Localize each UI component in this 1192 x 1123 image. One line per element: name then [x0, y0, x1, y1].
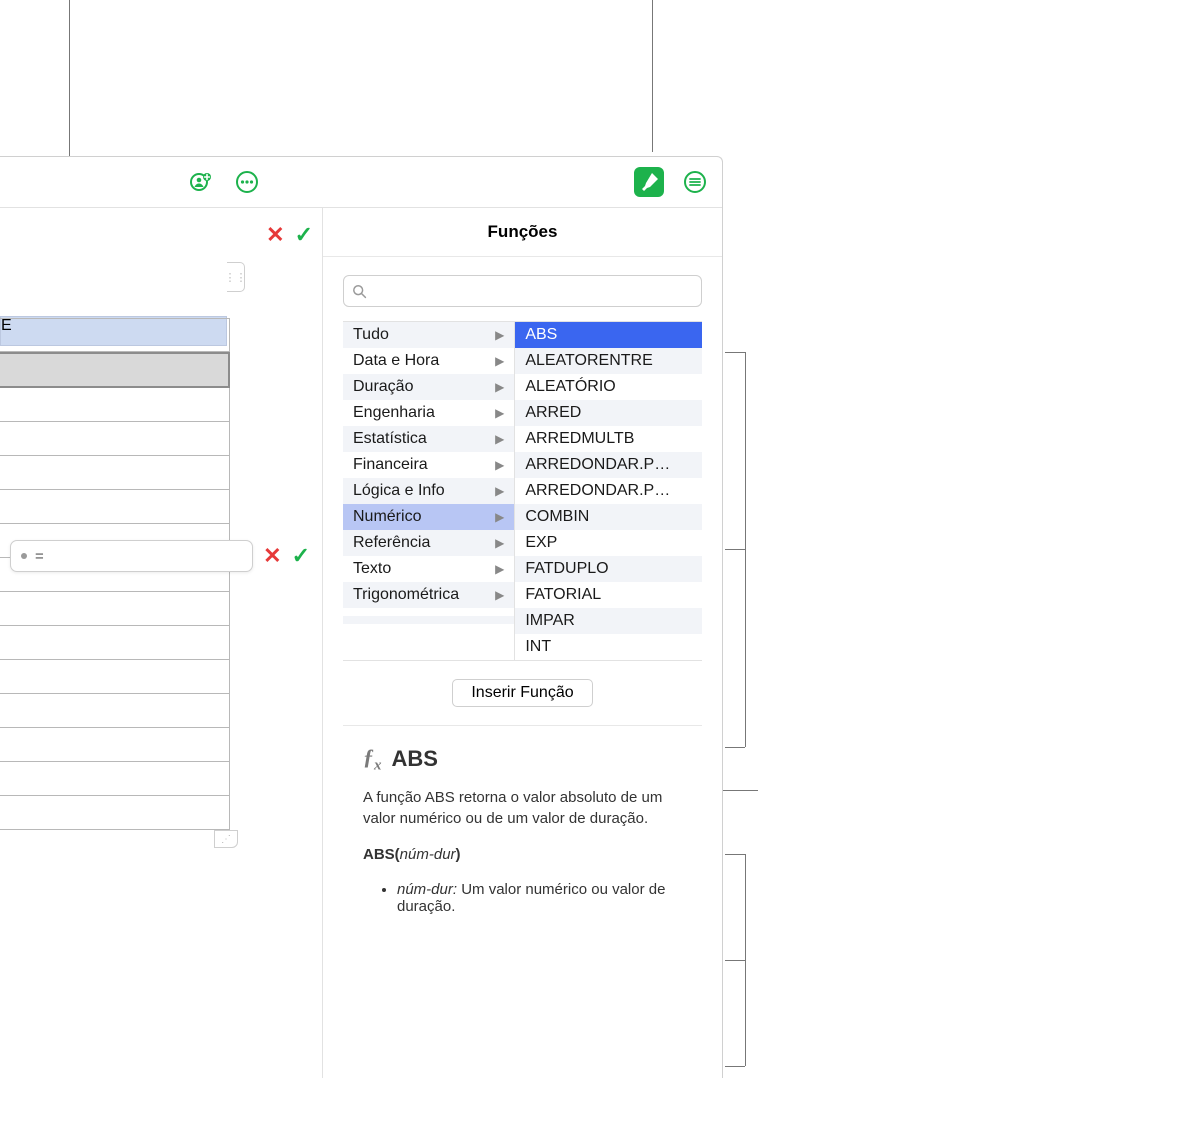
chevron-right-icon: ▶ — [495, 484, 504, 498]
function-item[interactable]: ALEATORENTRE — [515, 348, 702, 374]
category-item[interactable]: Engenharia▶ — [343, 400, 514, 426]
chevron-right-icon: ▶ — [495, 354, 504, 368]
callout-line — [725, 960, 745, 961]
format-paintbrush-icon[interactable] — [634, 167, 664, 197]
chevron-right-icon: ▶ — [495, 406, 504, 420]
function-detail: ƒx ABS A função ABS retorna o valor abso… — [343, 726, 702, 921]
function-browser: Tudo▶Data e Hora▶Duração▶Engenharia▶Esta… — [343, 321, 702, 661]
panel-menu-icon[interactable] — [680, 167, 710, 197]
category-item[interactable]: Financeira▶ — [343, 452, 514, 478]
formula-accept-icon[interactable]: ✓ — [292, 543, 310, 569]
category-item[interactable]: Texto▶ — [343, 556, 514, 582]
function-item[interactable]: FATORIAL — [515, 582, 702, 608]
category-item[interactable]: Duração▶ — [343, 374, 514, 400]
callout-line — [725, 352, 745, 353]
chevron-right-icon: ▶ — [495, 328, 504, 342]
formula-editor: = ✕ ✓ — [10, 538, 310, 574]
category-list: Tudo▶Data e Hora▶Duração▶Engenharia▶Esta… — [343, 322, 515, 660]
function-item[interactable]: INT — [515, 634, 702, 660]
category-item[interactable]: Tudo▶ — [343, 322, 514, 348]
function-item[interactable]: ABS — [515, 322, 702, 348]
function-description: A função ABS retorna o valor absoluto de… — [363, 788, 682, 829]
category-item[interactable]: Estatística▶ — [343, 426, 514, 452]
function-list: ABSALEATORENTREALEATÓRIOARREDARREDMULTBA… — [515, 322, 702, 660]
chevron-right-icon: ▶ — [495, 562, 504, 576]
callout-line — [745, 352, 746, 747]
search-input[interactable] — [373, 283, 693, 300]
function-item[interactable]: ALEATÓRIO — [515, 374, 702, 400]
toolbar — [0, 157, 722, 208]
functions-panel: Funções Tudo▶Data e Hora▶Duração▶Engenha… — [322, 208, 722, 1078]
category-item[interactable]: Data e Hora▶ — [343, 348, 514, 374]
formula-confirm-strip: ✕ ✓ — [266, 222, 313, 248]
chevron-right-icon: ▶ — [495, 432, 504, 446]
formula-text: = — [35, 548, 44, 565]
callout-line — [725, 1066, 745, 1067]
category-item[interactable]: Referência▶ — [343, 530, 514, 556]
chevron-right-icon: ▶ — [495, 536, 504, 550]
column-grip[interactable]: ⋮⋮ — [227, 262, 245, 292]
function-item[interactable]: EXP — [515, 530, 702, 556]
chevron-right-icon: ▶ — [495, 588, 504, 602]
more-icon[interactable] — [232, 167, 262, 197]
function-item[interactable]: ARREDONDAR.P… — [515, 452, 702, 478]
function-item[interactable]: ARRED — [515, 400, 702, 426]
function-item[interactable]: FATDUPLO — [515, 556, 702, 582]
cancel-icon[interactable]: ✕ — [266, 222, 284, 248]
callout-line — [652, 0, 653, 152]
fx-icon: ƒx — [363, 744, 382, 774]
cells-grid[interactable] — [0, 318, 230, 830]
formula-cancel-icon[interactable]: ✕ — [263, 543, 281, 569]
function-arg: núm-dur: Um valor numérico ou valor de d… — [397, 881, 682, 915]
insert-function-button[interactable]: Inserir Função — [452, 679, 592, 707]
app-window: ✕ ✓ E ⋮⋮ ⋰ — [0, 156, 723, 1078]
panel-title: Funções — [323, 208, 722, 257]
category-item[interactable]: Trigonométrica▶ — [343, 582, 514, 608]
category-item[interactable] — [343, 608, 514, 616]
function-signature: ABS(núm-dur) — [363, 845, 682, 865]
spreadsheet-area: ✕ ✓ E ⋮⋮ ⋰ — [0, 208, 323, 1078]
search-icon — [352, 284, 367, 299]
search-field[interactable] — [343, 275, 702, 307]
chevron-right-icon: ▶ — [495, 510, 504, 524]
function-item[interactable]: COMBIN — [515, 504, 702, 530]
callout-line — [725, 549, 745, 550]
formula-input[interactable]: = — [10, 540, 253, 572]
table-resize-handle[interactable]: ⋰ — [214, 830, 238, 848]
callout-line — [725, 854, 745, 855]
function-item[interactable]: ARREDMULTB — [515, 426, 702, 452]
function-item[interactable]: IMPAR — [515, 608, 702, 634]
collaborate-icon[interactable] — [186, 167, 216, 197]
category-item[interactable]: Numérico▶ — [343, 504, 514, 530]
callout-line — [725, 747, 745, 748]
chevron-right-icon: ▶ — [495, 380, 504, 394]
formula-handle-icon — [21, 553, 27, 559]
callout-line — [745, 854, 746, 1066]
category-item[interactable] — [343, 616, 514, 624]
category-item[interactable]: Lógica e Info▶ — [343, 478, 514, 504]
function-item[interactable]: ARREDONDAR.P… — [515, 478, 702, 504]
accept-icon[interactable]: ✓ — [295, 222, 313, 248]
chevron-right-icon: ▶ — [495, 458, 504, 472]
selected-cell[interactable] — [0, 352, 230, 388]
function-name: ABS — [392, 746, 438, 772]
